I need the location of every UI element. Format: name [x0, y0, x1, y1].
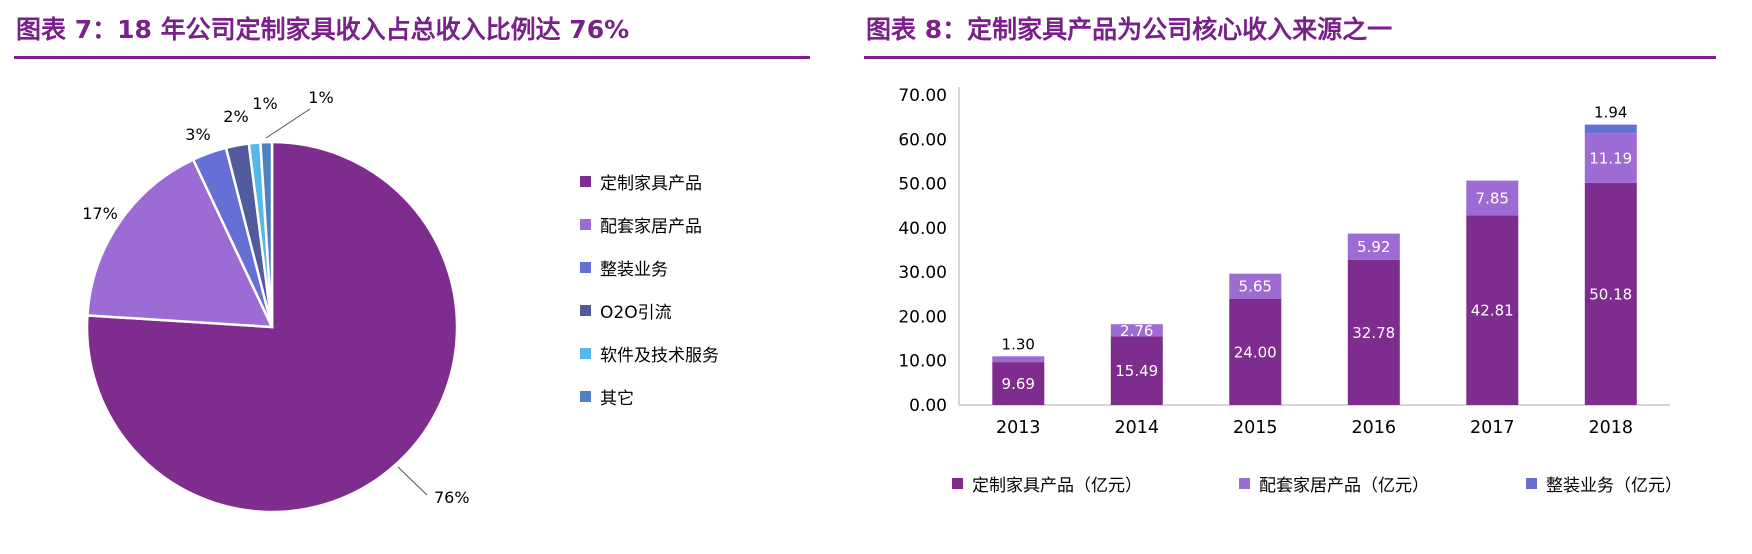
legend-marker-icon: [1239, 477, 1250, 489]
legend-label: 其它: [600, 388, 634, 409]
pie-label-leader-line: [397, 466, 428, 495]
pie-legend-item: 软件及技术服务: [580, 341, 719, 366]
legend-label: 配套家居产品: [600, 216, 702, 237]
bar-data-label: 15.49: [1115, 362, 1158, 380]
pie-slice-label: 3%: [185, 125, 210, 144]
bar-legend-item: 配套家居产品（亿元）: [1239, 471, 1429, 496]
bar-data-label: 9.69: [1002, 375, 1035, 393]
x-axis-tick-label: 2015: [1233, 418, 1278, 438]
bar-segment-s0-2013: [992, 361, 1045, 405]
legend-label: 整装业务: [600, 259, 668, 280]
legend-label: 配套家居产品（亿元）: [1259, 475, 1429, 496]
pie-slice-1: [86, 157, 275, 328]
legend-marker-icon: [580, 218, 591, 230]
pie-slice-label: 76%: [434, 488, 470, 507]
x-axis-tick-label: 2014: [1114, 418, 1159, 438]
x-axis-tick-label: 2018: [1588, 418, 1633, 438]
bar-segment-s1-2018: [1584, 132, 1637, 183]
y-axis-tick-label: 40.00: [898, 218, 947, 238]
x-axis-tick-label: 2013: [996, 418, 1041, 438]
bar-segment-s0-2015: [1229, 298, 1282, 405]
figure-7-title-rule: [14, 55, 810, 59]
legend-marker-icon: [580, 261, 591, 273]
figure-8-panel: 图表 8：定制家具产品为公司核心收入来源之一 0.00 10.00 20.00 30.…: [864, 12, 1716, 541]
bar-data-label: 11.19: [1589, 149, 1632, 167]
bar-segment-s1-2017: [1466, 180, 1519, 215]
pie-legend-item: O2O引流: [580, 298, 719, 323]
bar-segment-s2-2018: [1584, 124, 1637, 133]
bar-data-label: 50.18: [1589, 285, 1632, 303]
legend-marker-icon: [580, 175, 591, 187]
bar-data-label: 2.76: [1120, 321, 1153, 339]
stacked-bar-chart: 0.00 10.00 20.00 30.00 40.00 50.00 60.00 70.00 9…: [898, 86, 1670, 438]
pie-chart: 76%17%3%2%1% 1%: [82, 88, 470, 513]
bar-data-label: 24.00: [1234, 343, 1277, 361]
bar-data-label: 42.81: [1471, 301, 1514, 319]
y-axis-tick-label: 0.00: [909, 396, 947, 416]
legend-marker-icon: [1526, 477, 1537, 489]
bar-data-label-outside: 1.30: [1002, 335, 1035, 353]
pie-legend-item: 整装业务: [580, 255, 719, 280]
bar-segment-s0-2017: [1466, 214, 1519, 405]
pie-slice-label: 1%: [308, 88, 333, 107]
pie-label-leader-line: [265, 108, 311, 138]
legend-label: 整装业务（亿元）: [1546, 475, 1682, 496]
legend-label: 软件及技术服务: [600, 345, 719, 366]
pie-legend: 定制家具产品 配套家居产品 整装业务 O2O引流软件及技术服务 其它: [580, 169, 719, 409]
figure-8-title-rule: [864, 55, 1716, 59]
pie-legend-item: 定制家具产品: [580, 169, 719, 194]
pie-legend-item: 其它: [580, 384, 719, 409]
figure-7-title: 图表 7：18 年公司定制家具收入占总收入比例达 76%: [16, 15, 630, 44]
y-axis-tick-label: 70.00: [898, 86, 947, 106]
legend-marker-icon: [580, 390, 591, 402]
legend-marker-icon: [580, 347, 591, 359]
pie-legend-item: 配套家居产品: [580, 212, 719, 237]
bar-legend-item: 整装业务（亿元）: [1526, 471, 1682, 496]
y-axis-tick-label: 20.00: [898, 307, 947, 327]
legend-label: 定制家具产品（亿元）: [972, 475, 1142, 496]
y-axis-tick-label: 50.00: [898, 174, 947, 194]
bar-segment-s1-2013: [992, 355, 1045, 362]
bar-data-label: 5.65: [1239, 277, 1272, 295]
pie-slice-label: 2%: [223, 107, 248, 126]
y-axis-tick-label: 30.00: [898, 263, 947, 283]
legend-marker-icon: [952, 477, 963, 489]
bar-segment-s0-2014: [1110, 335, 1163, 405]
pie-slice-5: [259, 140, 274, 327]
figure-7-panel: 图表 7：18 年公司定制家具收入占总收入比例达 76% 76% 17% 3% 2% 1…: [14, 12, 810, 541]
bar-data-label: 7.85: [1476, 189, 1509, 207]
bar-data-label: 32.78: [1352, 323, 1395, 341]
bar-segment-s0-2018: [1584, 182, 1637, 405]
legend-label: 定制家具产品: [600, 173, 702, 194]
pie-slice-label: 17%: [82, 204, 118, 223]
bar-data-label-outside: 1.94: [1594, 103, 1627, 121]
y-axis-tick-label: 60.00: [898, 130, 947, 150]
pie-slice-label: 1%: [252, 94, 277, 113]
report-figures-row: 图表 7：18 年公司定制家具收入占总收入比例达 76% 76% 17% 3% 2% 1…: [14, 12, 1716, 541]
x-axis-tick-label: 2017: [1470, 418, 1515, 438]
legend-label: O2O引流: [600, 302, 672, 323]
figure-8-title: 图表 8：定制家具产品为公司核心收入来源之一: [866, 15, 1393, 44]
legend-marker-icon: [580, 304, 591, 316]
y-axis-tick-label: 10.00: [898, 351, 947, 371]
bar-legend-item: 定制家具产品（亿元）: [952, 471, 1142, 496]
figure-7-chart-area: 76% 17% 3% 2% 1% 1% 定制家具产品 配套家居产品 整装业务 O2O引流 软件及技…: [14, 67, 810, 541]
bar-segment-s1-2015: [1229, 273, 1282, 299]
bar-data-label: 5.92: [1357, 238, 1390, 256]
bar-segment-s1-2016: [1347, 233, 1400, 260]
bar-legend: 定制家具产品（亿元） 配套家居产品（亿元） 整装业务（亿元）: [864, 467, 1716, 496]
bar-segment-s0-2016: [1347, 259, 1400, 405]
x-axis-tick-label: 2016: [1351, 418, 1396, 438]
bar-segment-s1-2014: [1110, 323, 1163, 336]
